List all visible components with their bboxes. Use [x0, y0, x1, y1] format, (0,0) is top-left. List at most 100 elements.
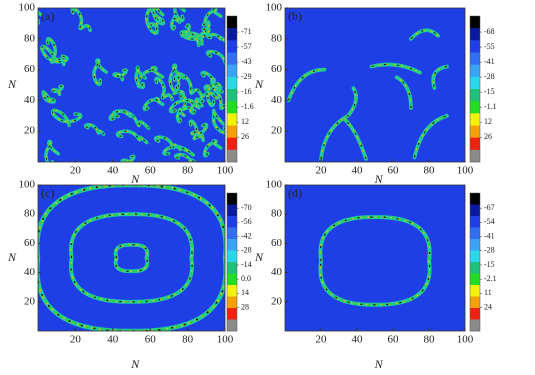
colorbar-tick-label: -15: [484, 260, 495, 269]
contour-band: [173, 152, 197, 162]
x-tick-label: 100: [217, 334, 234, 346]
x-tick-label: 80: [424, 165, 436, 177]
y-tick-label: 40: [271, 94, 283, 106]
colorbar-tick-label: -71: [241, 27, 252, 36]
colorbar-tick-label: -67: [484, 203, 495, 212]
panel-label: (c): [41, 186, 54, 200]
contour-band: [143, 98, 164, 110]
contour-band: [176, 73, 202, 96]
colorbar-swatch: [227, 28, 237, 41]
colorbar-tick-label: -43: [241, 57, 252, 66]
y-axis-label: N: [254, 250, 264, 264]
contour-band: [371, 63, 421, 74]
colorbar-swatch: [470, 262, 480, 274]
plot-frame: [37, 7, 226, 163]
contour-band: [343, 118, 368, 160]
colorbar-frame: [469, 15, 481, 163]
contour-band: [207, 34, 225, 42]
colorbar-swatch: [470, 137, 480, 151]
x-tick-label: 100: [217, 165, 234, 177]
colorbar-tick-label: -41: [484, 57, 495, 66]
x-tick-label: 20: [316, 334, 328, 346]
x-axis-label: N: [374, 357, 384, 371]
contour-band: [319, 215, 431, 306]
x-tick-label: 20: [316, 165, 328, 177]
colorbar-swatch: [470, 125, 480, 138]
contour-band: [176, 108, 185, 123]
x-tick-label: 20: [70, 334, 82, 346]
contour-band: [51, 109, 82, 126]
contour-band: [155, 77, 173, 100]
contour-band: [204, 85, 225, 109]
colorbar-swatch: [470, 28, 480, 41]
x-tick-label: 80: [182, 334, 194, 346]
colorbar-swatch: [227, 16, 237, 29]
colorbar-tick-label: -54: [484, 217, 495, 226]
y-tick-label: 20: [271, 125, 283, 137]
pattern: [286, 28, 449, 161]
plot-background: [38, 185, 225, 331]
colorbar-tick-label: 12: [484, 117, 492, 126]
colorbar-swatch: [227, 137, 237, 151]
plot-frame: [37, 184, 226, 332]
contour-band: [69, 212, 194, 304]
contour-band: [288, 69, 325, 101]
y-axis-label: N: [254, 77, 264, 91]
colorbar-swatch: [470, 52, 480, 65]
contour-band: [204, 140, 221, 157]
colorbar-tick-label: -70: [241, 203, 252, 212]
colorbar-swatch: [470, 76, 480, 90]
contour-band: [170, 15, 181, 30]
y-tick-label: 100: [19, 179, 36, 191]
contour-band: [155, 136, 181, 150]
contour-band: [180, 93, 192, 112]
colorbar-tick-label: -2.1: [484, 274, 497, 283]
y-axis-label: N: [7, 77, 17, 91]
x-tick-label: 40: [352, 334, 364, 346]
colorbar-swatch: [470, 204, 480, 217]
colorbar-tick-label: 12: [241, 117, 249, 126]
x-tick-label: 40: [107, 165, 119, 177]
contour-band: [113, 69, 127, 80]
colorbar-swatch: [470, 64, 480, 78]
colorbar-swatch: [470, 308, 480, 320]
colorbar-swatch: [227, 308, 237, 320]
contour-band: [189, 120, 204, 141]
contour-band: [410, 29, 439, 40]
contour-band: [191, 98, 203, 114]
plot-frame: [284, 184, 466, 332]
y-tick-label: 60: [24, 63, 36, 75]
y-tick-label: 20: [24, 295, 36, 307]
colorbar-swatch: [227, 113, 237, 126]
x-tick-label: 80: [424, 334, 436, 346]
x-tick-label: 60: [145, 334, 157, 346]
x-tick-label: 80: [182, 165, 194, 177]
contour-band: [109, 110, 132, 120]
contour-band: [116, 130, 148, 144]
contour-band: [44, 140, 59, 162]
colorbar-swatch: [470, 319, 480, 332]
colorbar-swatch: [470, 40, 480, 53]
contour-band: [180, 28, 210, 46]
colorbar-swatch: [470, 273, 480, 286]
y-tick-label: 20: [24, 125, 36, 137]
colorbar-swatch: [470, 101, 480, 114]
colorbar-tick-label: -55: [484, 42, 495, 51]
x-tick-label: 60: [388, 334, 400, 346]
y-tick-label: 80: [24, 208, 36, 220]
colorbar-swatch: [227, 89, 237, 102]
colorbar-swatch: [227, 101, 237, 114]
colorbar-tick-label: -15: [484, 87, 495, 96]
colorbar-swatch: [470, 250, 480, 263]
contour-band: [432, 65, 448, 89]
x-axis-label: N: [130, 357, 140, 371]
contour-band: [153, 8, 164, 25]
y-tick-label: 60: [271, 237, 283, 249]
panel-label: (d): [288, 186, 302, 200]
colorbar-tick-label: -41: [484, 231, 495, 240]
colorbar-tick-label: -28: [484, 246, 495, 255]
colorbar-swatch: [470, 227, 480, 240]
colorbar-tick-label: -1.6: [241, 102, 254, 111]
x-tick-label: 40: [107, 334, 119, 346]
